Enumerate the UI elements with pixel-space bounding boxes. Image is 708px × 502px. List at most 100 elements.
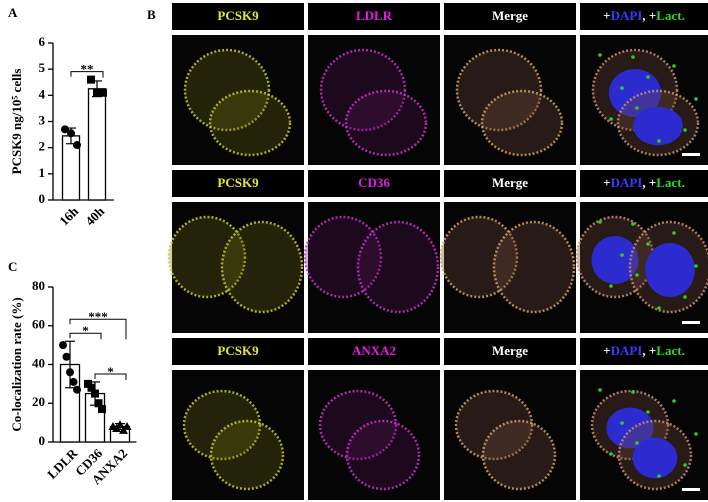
bar — [87, 88, 107, 201]
lactate-dot — [694, 264, 698, 268]
lactate-dot — [683, 128, 687, 132]
y-tick-label: 5 — [39, 60, 46, 75]
data-point — [115, 420, 125, 429]
lactate-dot — [694, 432, 698, 436]
lactate-dot — [609, 117, 613, 121]
lactate-dot — [646, 410, 650, 414]
cell — [492, 220, 576, 314]
nucleus — [632, 437, 678, 479]
nucleus — [606, 407, 654, 449]
y-tick-label: 0 — [39, 433, 46, 448]
label-strip — [172, 170, 304, 197]
overlay-part: Lact. — [656, 8, 685, 23]
y-tick-label: 6 — [39, 34, 46, 49]
panel-label: A — [8, 5, 18, 20]
lactate-dot — [635, 106, 639, 110]
lactate-dot — [620, 421, 624, 425]
data-point — [73, 141, 81, 150]
label-strip — [580, 338, 708, 365]
channel-label: Merge — [492, 343, 528, 358]
nucleus — [591, 236, 639, 284]
channel-label: PCSK9 — [217, 8, 259, 23]
cell — [345, 419, 421, 491]
micrograph — [308, 202, 440, 333]
overlay-label: +DAPI, +Lact. — [603, 8, 685, 23]
lactate-dot — [672, 231, 676, 235]
significance-bracket — [69, 332, 102, 340]
channel-label: PCSK9 — [217, 343, 259, 358]
lactate-dot — [598, 53, 602, 57]
channel-label: LDLR — [356, 8, 393, 23]
label-strip — [308, 338, 440, 365]
overlay-part: Lact. — [656, 175, 685, 190]
lactate-dot — [646, 75, 650, 79]
overlay-part: DAPI — [611, 175, 643, 190]
overlay-part: Lact. — [656, 343, 685, 358]
y-tick-label: 60 — [32, 317, 45, 332]
significance-label: * — [107, 364, 114, 379]
cell — [167, 215, 247, 299]
cell — [183, 48, 271, 132]
lactate-dot — [609, 284, 613, 288]
y-tick-label: 2 — [39, 139, 46, 154]
cell — [454, 389, 534, 461]
significance-bracket — [69, 318, 127, 340]
scale-bar — [682, 488, 700, 491]
data-point — [94, 399, 103, 408]
significance-label: *** — [88, 309, 108, 324]
lactate-dot — [657, 474, 661, 478]
overlay-part: + — [603, 8, 610, 23]
cell — [439, 215, 519, 299]
overlay-part: , + — [642, 343, 656, 358]
y-tick-label: 40 — [32, 355, 45, 370]
data-point — [59, 341, 67, 350]
cell — [455, 48, 543, 132]
data-point — [73, 385, 81, 394]
data-point — [91, 389, 99, 398]
y-axis-label: PCSK9 ng/10⁵ cells — [9, 69, 24, 175]
overlay-part: DAPI — [611, 343, 643, 358]
overlay-part: DAPI — [611, 8, 643, 23]
lactate-dot — [631, 390, 635, 394]
micrograph — [172, 202, 304, 333]
lactate-dot — [620, 253, 624, 257]
lactate-dot — [620, 86, 624, 90]
data-point — [61, 125, 69, 134]
data-point — [99, 88, 107, 97]
channel-label: ANXA2 — [352, 343, 396, 358]
label-strip — [444, 338, 576, 365]
cell — [318, 389, 398, 461]
cell — [208, 89, 292, 157]
micrograph — [308, 370, 440, 500]
cell — [303, 215, 383, 299]
overlay-part: + — [603, 343, 610, 358]
nucleus — [608, 69, 662, 117]
channel-label: PCSK9 — [217, 175, 259, 190]
micrograph — [308, 35, 440, 165]
y-tick-label: 3 — [39, 112, 46, 127]
lactate-dot — [635, 273, 639, 277]
lactate-dot — [631, 222, 635, 226]
panel-label: C — [8, 259, 17, 274]
label-strip — [580, 170, 708, 197]
significance-bracket — [70, 71, 104, 78]
label-strip — [308, 170, 440, 197]
channel-label: CD36 — [358, 175, 390, 190]
significance-label: * — [82, 323, 89, 338]
nucleus — [633, 106, 683, 146]
significance-bracket — [94, 373, 127, 380]
overlay-label: +DAPI, +Lact. — [603, 175, 685, 190]
significance-label: ** — [81, 62, 94, 77]
y-tick-label: 80 — [32, 278, 45, 293]
lactate-dot — [646, 242, 650, 246]
cell — [220, 220, 304, 314]
y-axis-label: Co-localization rate (%) — [9, 297, 24, 431]
cell — [344, 89, 428, 157]
micrograph — [172, 370, 304, 500]
overlay-part: + — [603, 175, 610, 190]
overlay-label: +DAPI, +Lact. — [603, 343, 685, 358]
lactate-dot — [598, 388, 602, 392]
label-strip — [444, 3, 576, 30]
y-tick-label: 1 — [39, 165, 46, 180]
lactate-dot — [657, 139, 661, 143]
